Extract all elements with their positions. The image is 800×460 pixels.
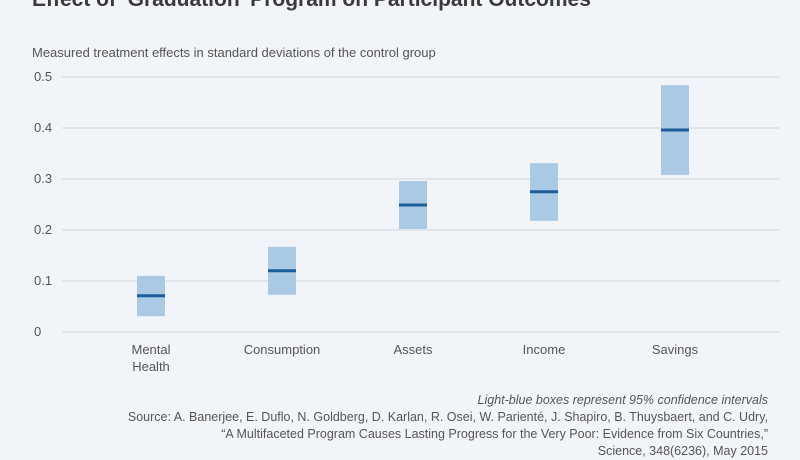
y-tick-label: 0.5 <box>34 69 52 84</box>
y-tick-label: 0.2 <box>34 222 52 237</box>
source-line-3: Science, 348(6236), May 2015 <box>597 444 768 458</box>
confidence-note: Light-blue boxes represent 95% confidenc… <box>477 393 768 407</box>
chart-subtitle: Measured treatment effects in standard d… <box>32 45 436 60</box>
x-category-label: Mental <box>131 342 170 357</box>
y-tick-label: 0.1 <box>34 273 52 288</box>
y-tick-label: 0 <box>34 324 41 339</box>
x-category-label: Assets <box>393 342 433 357</box>
source-line-2: “A Multifaceted Program Causes Lasting P… <box>221 427 768 441</box>
x-category-label: Income <box>523 342 566 357</box>
chart-title: Effect of ‘Graduation’ Program on Partic… <box>32 0 591 12</box>
x-category-label: Consumption <box>244 342 321 357</box>
y-tick-label: 0.4 <box>34 120 52 135</box>
y-tick-label: 0.3 <box>34 171 52 186</box>
source-line-1: Source: A. Banerjee, E. Duflo, N. Goldbe… <box>127 410 768 424</box>
chart-notes: Light-blue boxes represent 95% confidenc… <box>128 392 768 460</box>
chart: 0 0.1 0.2 0.3 0.4 0.5 Mental Health Consumption A… <box>34 69 780 374</box>
x-category-label: Savings <box>652 342 699 357</box>
x-category-label: Health <box>132 359 170 374</box>
